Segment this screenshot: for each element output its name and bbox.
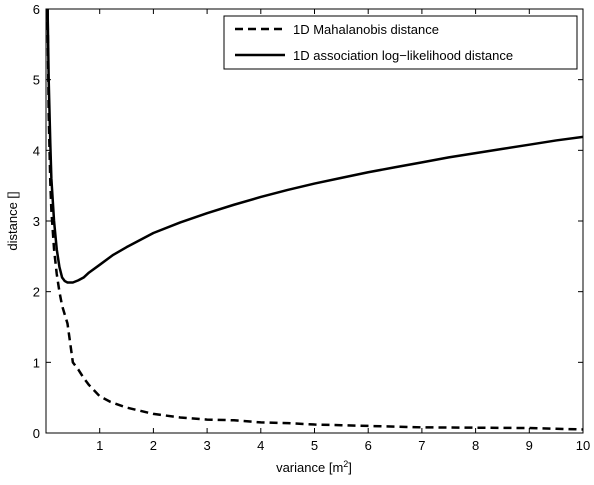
y-tick-label: 6 <box>33 2 40 17</box>
x-tick-label: 2 <box>150 438 157 453</box>
y-tick-label: 1 <box>33 355 40 370</box>
x-tick-label: 8 <box>472 438 479 453</box>
x-tick-label: 4 <box>257 438 264 453</box>
x-tick-label: 10 <box>576 438 590 453</box>
series-line-log-likelihood <box>46 9 583 284</box>
x-tick-label: 7 <box>418 438 425 453</box>
x-axis-title: variance [m2] <box>276 459 352 475</box>
legend-box <box>223 15 578 70</box>
x-tick-label: 6 <box>365 438 372 453</box>
x-axis-title-suffix: ] <box>348 460 352 475</box>
legend-label-mahalanobis: 1D Mahalanobis distance <box>293 22 439 37</box>
x-tick-label: 3 <box>203 438 210 453</box>
x-tick-label: 5 <box>311 438 318 453</box>
y-axis-title: distance [] <box>5 191 20 250</box>
y-tick-label: 5 <box>33 73 40 88</box>
y-tick-label: 0 <box>33 426 40 441</box>
y-tick-label: 4 <box>33 143 40 158</box>
legend-label-log-likelihood: 1D association log−likelihood distance <box>293 48 513 63</box>
x-axis-title-main: variance [m <box>276 460 343 475</box>
y-tick-label: 3 <box>33 214 40 229</box>
plot-frame <box>45 8 584 434</box>
y-tick-label: 2 <box>33 285 40 300</box>
plot-background <box>46 9 583 433</box>
legend: 1D Mahalanobis distance 1D association l… <box>223 15 578 70</box>
series-line-mahalanobis <box>46 9 583 431</box>
x-tick-label: 1 <box>96 438 103 453</box>
x-axis-title-superscript: 2 <box>343 459 348 469</box>
series-group <box>46 9 583 431</box>
x-tick-label: 9 <box>526 438 533 453</box>
